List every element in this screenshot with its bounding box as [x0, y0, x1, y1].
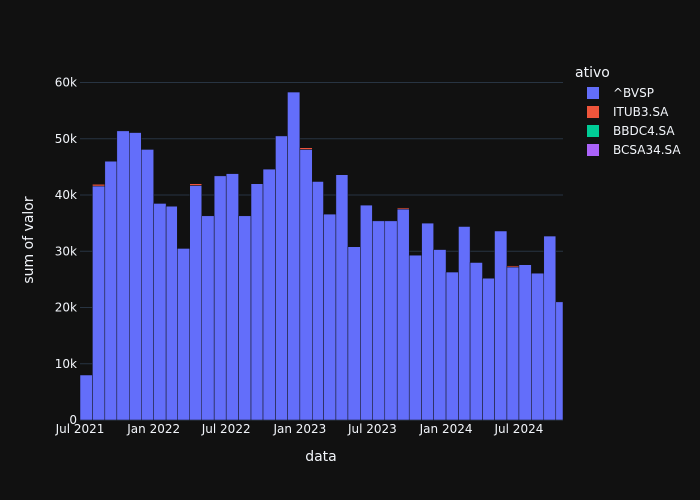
bar-bvsp: [421, 222, 434, 421]
bar-bvsp: [531, 272, 545, 421]
legend-swatch: [587, 106, 599, 118]
legend-title: ativo: [575, 65, 610, 81]
bar-bvsp: [165, 206, 178, 421]
bar-bvsp: [360, 204, 373, 421]
y-tick-label: 20k: [55, 301, 77, 315]
bar-bvsp: [250, 183, 264, 421]
bar-bvsp: [469, 262, 483, 421]
bar-bvsp: [201, 215, 215, 421]
bar-bvsp: [177, 248, 190, 421]
legend-item[interactable]: ITUB3.SA: [587, 105, 669, 119]
bar-bvsp: [287, 91, 301, 421]
bar-bvsp: [323, 213, 337, 421]
bar-bvsp: [92, 185, 106, 421]
bar-bvsp: [445, 271, 459, 421]
legend-item[interactable]: BCSA34.SA: [587, 143, 681, 157]
bar-bvsp: [372, 220, 386, 421]
bar-bvsp: [312, 181, 324, 421]
bar-bvsp: [506, 266, 520, 421]
bar-bvsp: [396, 208, 410, 421]
y-tick-label: 40k: [55, 188, 77, 202]
bar-bvsp: [213, 175, 227, 421]
bar-bvsp: [494, 230, 508, 421]
bar-bvsp: [275, 135, 288, 421]
bar-itub3sa: [299, 147, 313, 150]
legend-swatch: [587, 87, 599, 99]
legend: ativo ^BVSP ITUB3.SA BBDC4.SA BCSA34.SA: [575, 65, 681, 157]
y-tick-label: 30k: [55, 244, 77, 258]
bar-bvsp: [238, 215, 252, 421]
bar-bvsp: [555, 301, 564, 421]
bar-bvsp: [384, 220, 398, 421]
y-tick-label: 10k: [55, 357, 77, 371]
legend-label: BCSA34.SA: [613, 143, 681, 157]
bar-itub3sa: [189, 183, 203, 186]
bar-bvsp: [299, 149, 313, 421]
x-axis-title: data: [305, 449, 337, 465]
bar-bvsp: [225, 173, 239, 421]
x-tick-label: Jan 2022: [126, 422, 180, 436]
bar-bvsp: [116, 130, 130, 421]
bar-itub3sa: [92, 184, 106, 187]
bar-itub3sa: [506, 265, 520, 268]
bar-bvsp: [482, 278, 495, 421]
legend-swatch: [587, 144, 599, 156]
bar-bvsp: [141, 149, 154, 421]
bar-bvsp: [408, 254, 422, 421]
x-tick-labels: Jul 2021 Jan 2022 Jul 2022 Jan 2023 Jul 2023…: [55, 422, 544, 436]
legend-label: ^BVSP: [613, 86, 654, 100]
legend-item[interactable]: BBDC4.SA: [587, 124, 675, 138]
bar-bvsp: [458, 226, 471, 421]
legend-label: BBDC4.SA: [613, 124, 675, 138]
legend-items: ^BVSP ITUB3.SA BBDC4.SA BCSA34.SA: [587, 86, 681, 157]
bar-bvsp: [129, 132, 142, 421]
bar-itub3sa: [396, 207, 410, 210]
y-axis-title: sum of valor: [21, 196, 37, 284]
bar-bvsp: [104, 161, 118, 421]
x-tick-label: Jan 2023: [272, 422, 326, 436]
bar-bvsp: [335, 174, 349, 421]
legend-swatch: [587, 125, 599, 137]
legend-label: ITUB3.SA: [613, 105, 669, 119]
y-tick-label: 60k: [55, 76, 77, 90]
y-tick-label: 50k: [55, 132, 77, 146]
x-tick-label: Jul 2023: [347, 422, 397, 436]
x-tick-label: Jan 2024: [419, 422, 473, 436]
bar-bvsp: [347, 246, 361, 421]
bar-bvsp: [153, 203, 167, 421]
bar-bvsp: [79, 374, 93, 421]
y-tick-labels: 0 10k 20k 30k 40k 50k 60k: [55, 76, 77, 428]
bar-bvsp: [433, 249, 447, 421]
legend-item[interactable]: ^BVSP: [587, 86, 654, 100]
x-tick-label: Jul 2022: [201, 422, 251, 436]
x-tick-label: Jul 2021: [55, 422, 105, 436]
y-tick-label: 0: [69, 413, 77, 427]
bars-layer: [79, 91, 564, 421]
bar-bvsp: [189, 185, 203, 421]
x-tick-label: Jul 2024: [494, 422, 544, 436]
bar-bvsp: [518, 264, 532, 421]
bar-bvsp: [543, 235, 557, 421]
bar-bvsp: [262, 168, 276, 421]
